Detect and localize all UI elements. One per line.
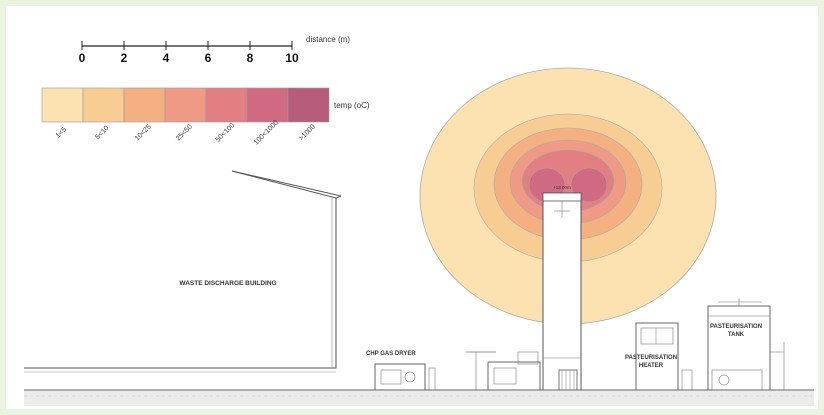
ground — [24, 389, 814, 406]
scale-tick-label: 0 — [79, 51, 86, 65]
scale-tick-label: 8 — [247, 51, 254, 65]
past-heater-label-2: HEATER — [639, 363, 664, 369]
scale-tick-label: 6 — [205, 51, 212, 65]
scale-bar: 0 2 4 6 8 10 distance (m) — [79, 35, 351, 65]
diagram-frame: 0 2 4 6 8 10 distance (m) 1<5 5<10 10<25 25<50 50… — [6, 6, 818, 409]
chp-gas-dryer: CHP GAS DRYER — [366, 351, 436, 391]
stack-top-label: +13.00m — [553, 185, 571, 190]
legend-label: temp (oC) — [334, 101, 370, 110]
legend-range-label: 25<50 — [175, 123, 194, 142]
heat-plume — [419, 67, 717, 325]
pasteurisation-tank: PASTEURISATION TANK — [707, 298, 785, 391]
past-tank-label-1: PASTEURISATION — [710, 324, 762, 330]
legend-swatch — [82, 87, 125, 123]
legend-range-label: 100<1000 — [253, 119, 280, 146]
legend-swatch — [287, 87, 330, 123]
scale-bar-label: distance (m) — [306, 35, 350, 44]
stack-machinery — [466, 351, 578, 391]
scale-tick-label: 10 — [285, 51, 299, 65]
past-heater-label-1: PASTEURISATION — [625, 355, 677, 361]
legend-range-label: 50<100 — [215, 122, 237, 144]
waste-building-label: WASTE DISCHARGE BUILDING — [179, 280, 276, 287]
legend-swatch — [41, 87, 84, 123]
chp-dryer-label: CHP GAS DRYER — [366, 351, 416, 357]
scale-tick-label: 4 — [163, 51, 170, 65]
legend-swatch — [246, 87, 289, 123]
legend-range-label: 5<10 — [94, 125, 110, 141]
exhaust-stack: +13.00m — [542, 185, 582, 394]
plume-diagram: 0 2 4 6 8 10 distance (m) 1<5 5<10 10<25 25<50 50… — [24, 35, 814, 406]
legend-swatch — [123, 87, 166, 123]
past-tank-label-2: TANK — [728, 332, 745, 338]
legend-swatch — [164, 87, 207, 123]
scale-tick-label: 2 — [121, 51, 128, 65]
legend-swatch — [205, 87, 248, 123]
waste-discharge-building: WASTE DISCHARGE BUILDING — [24, 170, 342, 373]
pasteurisation-heater: PASTEURISATION HEATER — [625, 322, 693, 391]
legend-range-label: >1000 — [298, 123, 317, 142]
legend-range-label: 10<25 — [134, 123, 153, 142]
temperature-legend: 1<5 5<10 10<25 25<50 50<100 100<1000 >1000 tem… — [41, 87, 370, 146]
legend-range-label: 1<5 — [55, 126, 68, 139]
